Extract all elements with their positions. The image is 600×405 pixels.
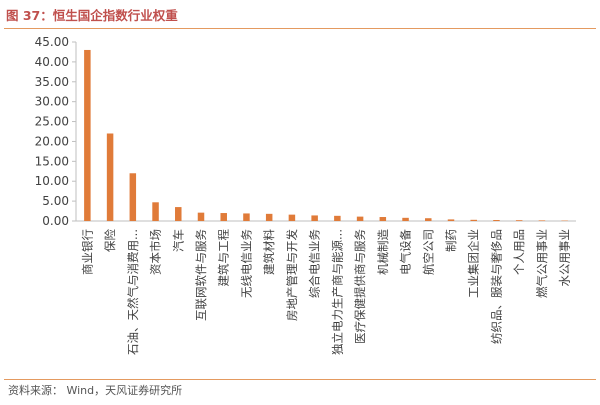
bar bbox=[402, 217, 409, 221]
x-tick-label: 航空公司 bbox=[421, 229, 435, 275]
bar bbox=[515, 220, 523, 221]
y-tick-label: 25.00 bbox=[35, 115, 69, 129]
bar bbox=[106, 133, 114, 221]
bar-chart: 0.00 5.00 10.00 15.00 20.00 25.00 30.00 35.00 40… bbox=[35, 35, 576, 355]
bar bbox=[152, 202, 159, 221]
y-tick-label: 45.00 bbox=[35, 35, 69, 49]
bar bbox=[84, 49, 91, 222]
x-tick-label: 工业集团企业 bbox=[467, 229, 481, 298]
x-tick-label: 独立电力生产商与能源... bbox=[330, 229, 344, 355]
bar bbox=[493, 220, 500, 221]
top-rule bbox=[4, 28, 596, 29]
bar bbox=[425, 218, 432, 221]
x-tick-label: 机械制造 bbox=[376, 229, 390, 275]
x-tick-label: 互联网软件与服务 bbox=[194, 229, 208, 321]
bar bbox=[175, 207, 182, 221]
x-tick-label: 商业银行 bbox=[80, 229, 94, 275]
bar bbox=[288, 214, 296, 221]
bottom-rule bbox=[4, 379, 596, 380]
bar bbox=[129, 173, 137, 221]
bar bbox=[447, 219, 455, 221]
bar bbox=[265, 213, 273, 221]
bar bbox=[538, 220, 546, 221]
y-tick-label: 20.00 bbox=[35, 134, 69, 148]
x-tick-label: 保险 bbox=[103, 229, 117, 252]
x-tick-label: 制药 bbox=[444, 229, 458, 252]
x-tick-label: 医疗保健提供商与服务 bbox=[353, 229, 367, 344]
x-tick-label: 燃气公用事业 bbox=[535, 229, 549, 298]
x-tick-label: 房地产管理与开发 bbox=[285, 229, 299, 321]
bars bbox=[84, 49, 568, 222]
y-tick-label: 30.00 bbox=[35, 95, 69, 109]
y-tick-label: 35.00 bbox=[35, 75, 69, 89]
bar bbox=[356, 216, 364, 221]
bar bbox=[197, 212, 205, 221]
y-tick-label: 40.00 bbox=[35, 55, 69, 69]
figure-title: 图 37：恒生国企指数行业权重 bbox=[6, 8, 178, 23]
x-tick-label: 个人用品 bbox=[512, 229, 526, 275]
bar bbox=[379, 217, 387, 221]
x-tick-label: 石油、天然气与消费用... bbox=[126, 229, 140, 355]
x-tick-label: 汽车 bbox=[171, 229, 185, 252]
y-tick-label: 15.00 bbox=[35, 154, 69, 168]
x-axis-labels: 商业银行 保险 石油、天然气与消费用... 资本市场 汽车 互联网软件与服务 建筑与工程 无线… bbox=[80, 229, 571, 355]
x-tick-label: 无线电信业务 bbox=[239, 229, 253, 298]
bar bbox=[220, 213, 227, 221]
bar bbox=[334, 215, 341, 221]
x-tick-label: 建筑材料 bbox=[262, 229, 276, 275]
x-tick-label: 纺织品、服装与奢侈品 bbox=[489, 229, 503, 344]
bar bbox=[311, 215, 318, 221]
x-tick-label: 水公用事业 bbox=[558, 229, 572, 287]
y-tick-label: 10.00 bbox=[35, 174, 69, 188]
y-tick-label: 5.00 bbox=[42, 194, 69, 208]
source-note: 资料来源： Wind，天风证券研究所 bbox=[8, 384, 183, 397]
x-tick-label: 电气设备 bbox=[399, 229, 413, 275]
x-tick-label: 建筑与工程 bbox=[217, 229, 231, 287]
bar bbox=[243, 213, 250, 221]
y-tick-label: 0.00 bbox=[42, 214, 69, 228]
x-tick-label: 资本市场 bbox=[149, 229, 163, 275]
y-axis: 0.00 5.00 10.00 15.00 20.00 25.00 30.00 35.00 40… bbox=[35, 35, 576, 228]
bar bbox=[470, 219, 477, 221]
x-tick-label: 综合电信业务 bbox=[308, 229, 322, 298]
